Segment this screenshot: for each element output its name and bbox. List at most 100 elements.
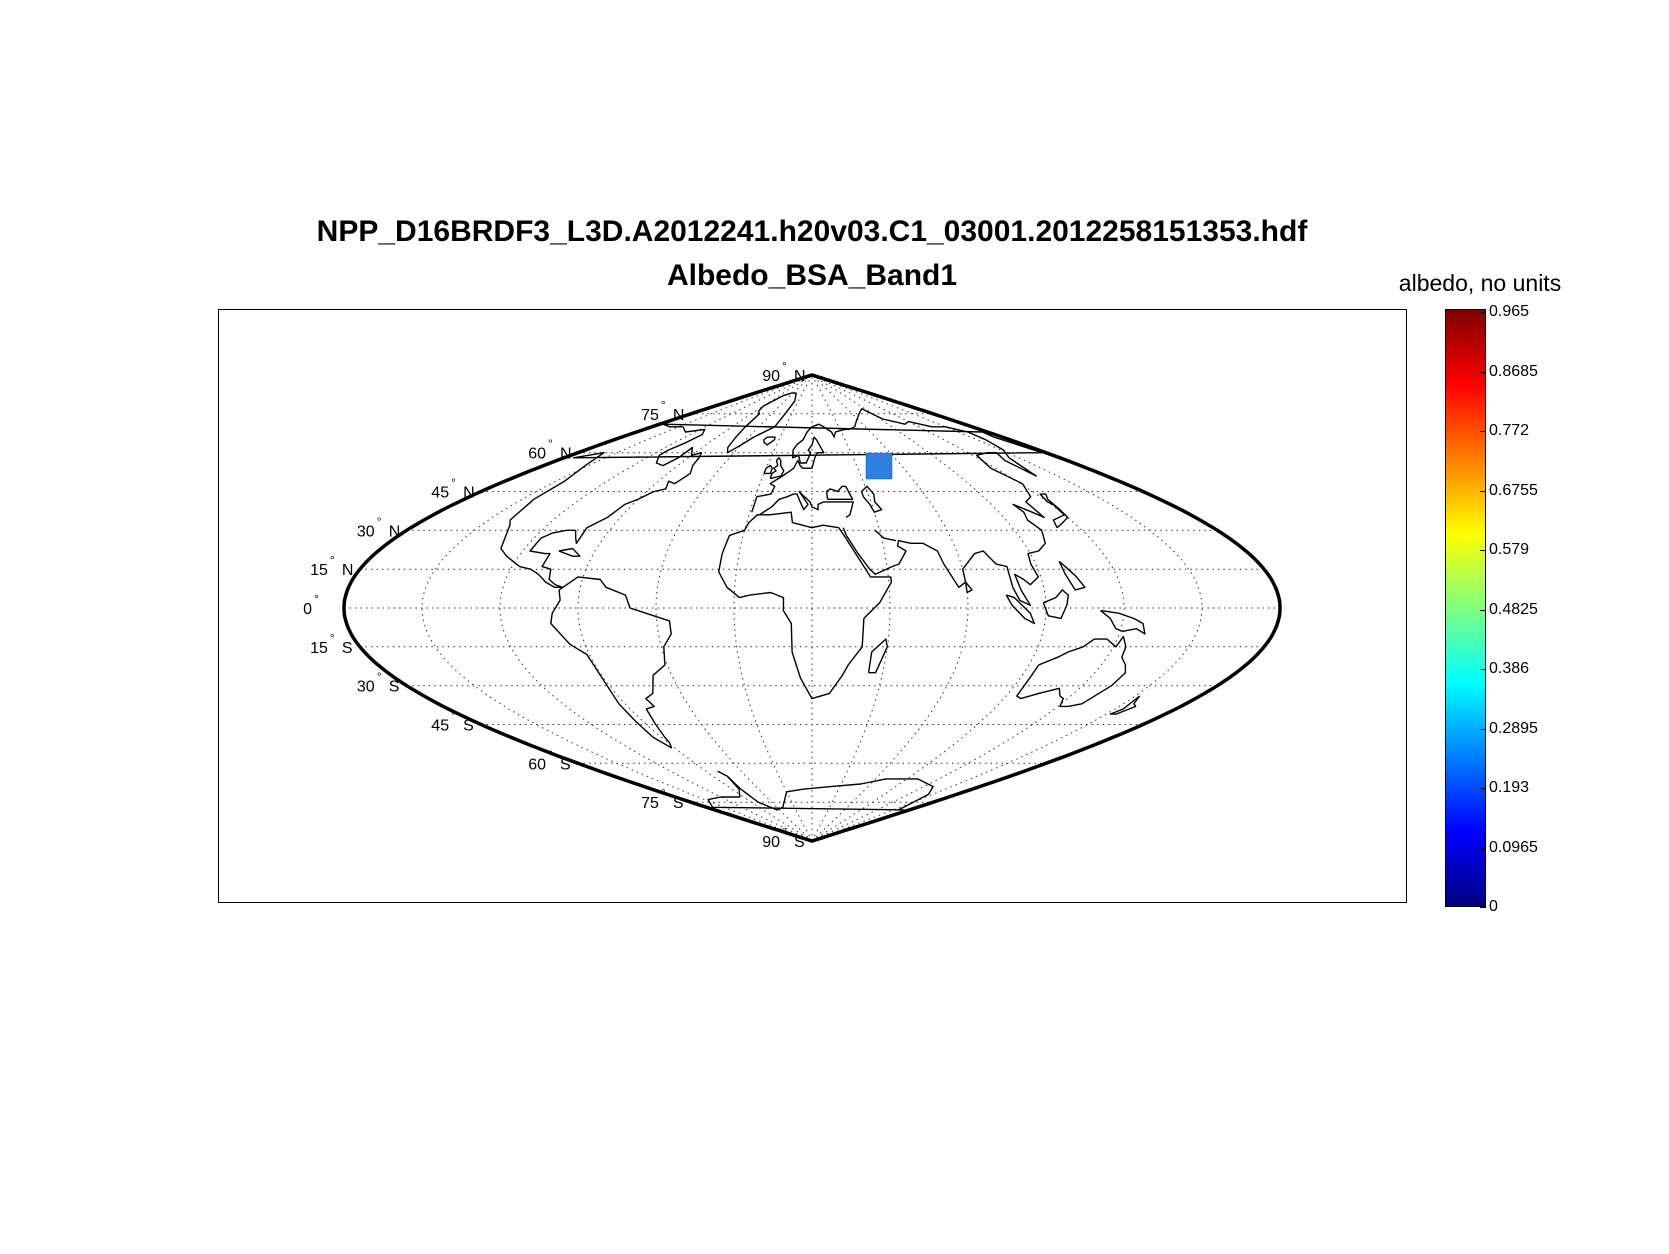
colorbar-tick-label: 0.965 <box>1489 303 1530 320</box>
colorbar-tick-mark <box>1480 550 1486 551</box>
latitude-label-value: 0 <box>303 601 312 618</box>
latitude-label-value: 90 <box>762 368 780 385</box>
colorbar-tick-label: 0 <box>1489 898 1498 915</box>
meridian-line <box>811 374 1203 842</box>
map-axes-frame <box>218 309 1407 903</box>
coast-south-america <box>550 576 673 749</box>
colorbar-tick-label: 0.579 <box>1489 541 1530 558</box>
latitude-label-hemisphere: S <box>560 756 571 773</box>
coast-great-britain <box>769 457 785 480</box>
colorbar-tick-label: 0.2895 <box>1489 719 1538 737</box>
colorbar-tick-label: 0.4825 <box>1489 600 1538 618</box>
degree-symbol: ° <box>451 709 456 723</box>
latitude-label-hemisphere: N <box>673 407 685 424</box>
coast-caspian <box>860 485 883 513</box>
meridian-line <box>499 374 813 842</box>
coast-greenland <box>726 392 797 454</box>
colorbar-tick-label: 0.8685 <box>1489 362 1538 380</box>
latitude-label-hemisphere: S <box>342 640 353 657</box>
coast-black-sea <box>826 485 854 500</box>
meridian-line <box>733 374 813 842</box>
colorbar <box>1445 309 1486 907</box>
coast-australia <box>1016 635 1127 708</box>
colorbar-tick-mark <box>1480 907 1486 908</box>
coast-borneo <box>1042 589 1070 620</box>
colorbar-tick-label: 0.386 <box>1489 660 1530 677</box>
coast-africa <box>718 511 893 700</box>
degree-symbol: ° <box>782 359 787 373</box>
albedo-data-tile <box>865 452 893 480</box>
colorbar-tick-label: 0.6755 <box>1489 481 1538 499</box>
colorbar-tick-mark <box>1480 490 1486 492</box>
latitude-label-hemisphere: S <box>794 834 805 851</box>
coast-madagascar <box>867 638 888 674</box>
latitude-labels: 90°N75°N60°N45°N30°N15°N0°15°S30°S45°S60… <box>303 359 805 851</box>
meridian-line <box>811 374 969 842</box>
colorbar-tick-mark <box>1480 788 1486 789</box>
latitude-label-value: 60 <box>528 756 546 773</box>
meridian-line <box>655 374 813 842</box>
coast-antarctica-east <box>726 775 934 811</box>
degree-symbol: ° <box>661 786 666 800</box>
latitude-label-value: 45 <box>431 485 449 502</box>
colorbar-tick-label: 0.193 <box>1489 779 1530 796</box>
latitude-label-value: 30 <box>357 523 375 540</box>
coast-sri-lanka <box>964 581 973 594</box>
colorbar-tick-mark <box>1480 847 1486 849</box>
coast-ireland <box>763 464 773 475</box>
coast-new-guinea <box>1100 609 1146 635</box>
coast-cuba <box>558 547 581 557</box>
colorbar-tick-mark <box>1480 728 1486 730</box>
coast-iceland <box>763 436 776 446</box>
degree-symbol: ° <box>548 747 553 761</box>
coast-north-america <box>500 423 1043 588</box>
colorbar-tick-mark <box>1480 609 1486 611</box>
colorbar-tick-mark <box>1480 431 1486 432</box>
degree-symbol: ° <box>377 670 382 684</box>
latitude-label-value: 30 <box>357 679 375 696</box>
latitude-label-value: 75 <box>641 795 659 812</box>
degree-symbol: ° <box>330 631 335 645</box>
coast-sumatra <box>1005 594 1036 625</box>
latitude-label-hemisphere: S <box>389 679 400 696</box>
latitude-label-value: 75 <box>641 407 659 424</box>
latitude-label-hemisphere: S <box>673 795 684 812</box>
meridian-line <box>421 374 813 842</box>
coastlines <box>500 392 1146 811</box>
coast-europe <box>751 423 856 513</box>
meridian-line <box>811 374 1125 842</box>
latitude-label-hemisphere: N <box>794 368 806 385</box>
colorbar-tick-mark <box>1480 371 1486 373</box>
degree-symbol: ° <box>377 514 382 528</box>
coast-philippines <box>1058 560 1086 591</box>
latitude-label-value: 90 <box>762 834 780 851</box>
latitude-label-value: 15 <box>310 640 328 657</box>
degree-symbol: ° <box>330 553 335 567</box>
coast-asia <box>842 408 1046 607</box>
latitude-label-hemisphere: S <box>463 718 474 735</box>
latitude-label-hemisphere: N <box>342 562 354 579</box>
coast-japan <box>1039 493 1069 529</box>
degree-symbol: ° <box>451 476 456 490</box>
latitude-label-hemisphere: N <box>389 523 401 540</box>
coast-arabian-gulf <box>874 529 897 542</box>
degree-symbol: ° <box>314 592 319 606</box>
colorbar-tick-mark <box>1480 669 1486 670</box>
title-dataset: Albedo_BSA_Band1 <box>666 259 958 292</box>
coast-new-zealand <box>1109 695 1141 715</box>
colorbar-label: albedo, no units <box>1398 270 1562 296</box>
meridian-line <box>577 374 813 842</box>
meridian-line <box>811 374 891 842</box>
degree-symbol: ° <box>782 825 787 839</box>
colorbar-tick-label: 0.772 <box>1489 422 1530 439</box>
degree-symbol: ° <box>548 437 553 451</box>
map-outline <box>342 373 1282 843</box>
latitude-label-hemisphere: N <box>560 446 572 463</box>
latitude-label-value: 45 <box>431 718 449 735</box>
colorbar-tick-mark <box>1480 312 1486 313</box>
colorbar-tick-label: 0.0965 <box>1489 838 1538 856</box>
degree-symbol: ° <box>661 398 666 412</box>
latitude-label-value: 15 <box>310 562 328 579</box>
latitude-label-value: 60 <box>528 446 546 463</box>
